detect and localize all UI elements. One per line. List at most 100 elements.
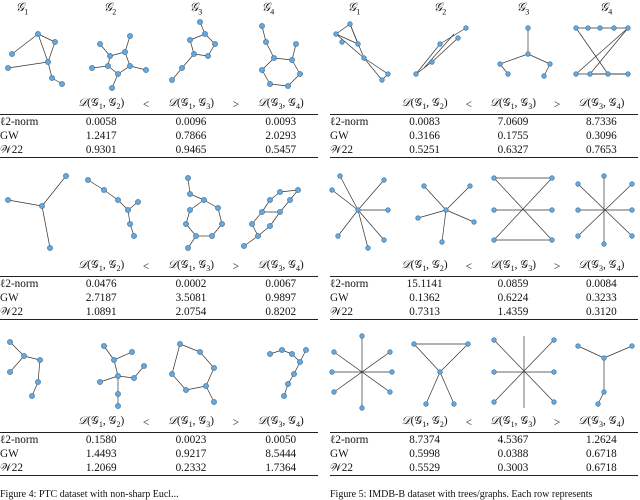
method-label: 𝒲22 <box>0 461 64 477</box>
value-cell: 15.1141 <box>406 278 443 291</box>
value-cell: 0.3096 <box>585 130 617 143</box>
col-relation: > <box>549 96 565 116</box>
col-header: 𝒟(𝒢1, 𝒢3) <box>153 96 229 116</box>
value-cell: 1.0891 <box>64 305 139 321</box>
spacer-cell <box>228 433 243 448</box>
spacer-cell <box>228 447 243 461</box>
value-cell: 1.2624 <box>585 434 617 447</box>
graph-label: 𝒢2 <box>103 0 117 17</box>
value-cell: 0.0067 <box>265 278 297 291</box>
graph-label: 𝒢3 <box>516 0 530 17</box>
table-row: ℓ2-norm 15.1141 0.0859 0.0084 <box>330 277 638 292</box>
table-body: ℓ2-norm 15.1141 0.0859 0.0084 GW 0.1362 0.6224… <box>330 277 638 321</box>
method-label: GW <box>0 292 19 305</box>
value-cell: 0.0083 <box>409 116 440 129</box>
results-table-ptc-2: 𝒟(𝒢1, 𝒢2) < 𝒟(𝒢1, 𝒢3) > 𝒟(𝒢3, 𝒢4) ℓ2-nor… <box>0 258 318 321</box>
spacer-cell <box>228 115 243 130</box>
method-label: 𝒲22 <box>330 305 388 321</box>
graph-imdb-g1 <box>329 173 391 251</box>
method-label: ℓ2-norm <box>0 116 39 129</box>
table-row: 𝒲22 1.0891 2.0754 0.8202 <box>0 305 318 321</box>
spacer-cell <box>549 461 565 477</box>
value-cell: 8.5444 <box>265 448 297 461</box>
value-cell: 0.8202 <box>243 305 318 321</box>
value-cell: 0.9217 <box>175 448 207 461</box>
value-cell: 1.2069 <box>64 461 139 477</box>
col-header: 𝒟(𝒢1, 𝒢3) <box>153 258 229 278</box>
table-row: GW 0.5998 0.0388 0.6718 <box>330 447 638 461</box>
value-cell: 0.0093 <box>265 116 297 129</box>
value-cell: 0.6327 <box>476 143 550 159</box>
value-cell: 4.5367 <box>497 434 529 447</box>
figure-caption-right: Figure 5: IMDB-B dataset with trees/grap… <box>330 489 593 500</box>
table-row: 𝒲22 1.2069 0.2332 1.7364 <box>0 461 318 477</box>
spacer-cell <box>228 305 244 321</box>
table-row: GW 1.2417 0.7866 2.0293 <box>0 129 318 143</box>
spacer-cell <box>138 143 154 159</box>
spacer-cell <box>550 277 565 292</box>
value-cell: 0.1755 <box>497 130 529 143</box>
results-table-ptc-3: 𝒟(𝒢1, 𝒢2) < 𝒟(𝒢1, 𝒢3) > 𝒟(𝒢3, 𝒢4) ℓ2-nor… <box>0 414 318 477</box>
col-relation: > <box>228 414 244 434</box>
spacer-cell <box>461 291 476 305</box>
graph-imdb-g3 <box>497 25 553 79</box>
value-cell: 0.3166 <box>409 130 440 143</box>
method-label: GW <box>330 448 349 461</box>
graph-imdb-g2 <box>413 25 469 77</box>
method-label: GW <box>0 448 19 461</box>
value-cell: 1.4493 <box>85 448 117 461</box>
value-cell: 0.7313 <box>388 305 462 321</box>
spacer-cell <box>461 447 476 461</box>
col-header: 𝒟(𝒢1, 𝒢2) <box>388 414 462 434</box>
col-relation: < <box>138 96 154 116</box>
spacer-cell <box>138 129 153 143</box>
graph-imdb-g3 <box>491 336 557 408</box>
value-cell: 0.7653 <box>564 143 638 159</box>
table-body: ℓ2-norm 8.7374 4.5367 1.2624 GW 0.5998 0.0388 0… <box>330 433 638 477</box>
col-header: 𝒟(𝒢3, 𝒢4) <box>243 414 318 434</box>
value-cell: 0.5251 <box>388 143 462 159</box>
graph-imdb-g4 <box>575 343 635 407</box>
value-cell: 0.3233 <box>585 292 617 305</box>
graph-label: 𝒢2 <box>433 0 447 17</box>
method-label: GW <box>330 130 349 143</box>
value-cell: 0.6224 <box>497 292 529 305</box>
spacer-cell <box>550 447 565 461</box>
value-cell: 0.6718 <box>564 461 638 477</box>
spacer-cell <box>138 277 153 292</box>
value-cell: 0.0084 <box>585 278 617 291</box>
table-row: GW 0.3166 0.1755 0.3096 <box>330 129 638 143</box>
graph-imdb-g4 <box>575 173 635 247</box>
graph-imdb-g1 <box>333 21 391 83</box>
spacer-cell <box>228 277 243 292</box>
spacer-cell <box>138 115 153 130</box>
col-relation: < <box>138 414 154 434</box>
method-label: ℓ2-norm <box>0 278 39 291</box>
value-cell: 0.9301 <box>64 143 139 159</box>
col-relation: > <box>228 258 244 278</box>
spacer-cell <box>461 277 476 292</box>
value-cell: 0.6718 <box>585 448 617 461</box>
col-header: 𝒟(𝒢3, 𝒢4) <box>564 96 638 116</box>
method-label: 𝒲22 <box>0 143 64 159</box>
col-relation: > <box>549 258 565 278</box>
graph-imdb-g3 <box>491 175 555 243</box>
spacer-cell <box>138 433 153 448</box>
figure-caption-left: Figure 4: PTC dataset with non-sharp Euc… <box>0 489 179 500</box>
spacer-cell <box>228 291 243 305</box>
value-cell: 0.0859 <box>497 278 529 291</box>
value-cell: 3.5081 <box>175 292 207 305</box>
value-cell: 0.3120 <box>564 305 638 321</box>
col-header: 𝒟(𝒢3, 𝒢4) <box>564 258 638 278</box>
table-row: GW 0.1362 0.6224 0.3233 <box>330 291 638 305</box>
spacer-cell <box>138 447 153 461</box>
spacer-cell <box>549 305 565 321</box>
col-header: 𝒟(𝒢1, 𝒢2) <box>64 414 139 434</box>
value-cell: 0.1362 <box>409 292 440 305</box>
table-row: ℓ2-norm 0.0083 7.0609 8.7336 <box>330 115 638 130</box>
value-cell: 0.0388 <box>497 448 529 461</box>
value-cell: 0.9897 <box>265 292 297 305</box>
table-row: 𝒲22 0.7313 1.4359 0.3120 <box>330 305 638 321</box>
value-cell: 0.9465 <box>153 143 229 159</box>
value-cell: 1.2417 <box>85 130 117 143</box>
